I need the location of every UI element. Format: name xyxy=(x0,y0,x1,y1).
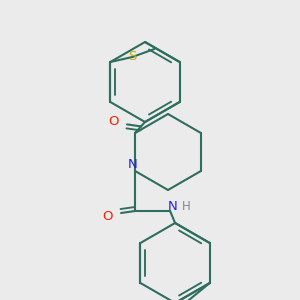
Text: S: S xyxy=(128,50,136,64)
Text: H: H xyxy=(182,200,190,212)
Text: N: N xyxy=(168,200,178,212)
Text: O: O xyxy=(108,115,118,128)
Text: N: N xyxy=(128,158,138,172)
Text: O: O xyxy=(102,209,112,223)
